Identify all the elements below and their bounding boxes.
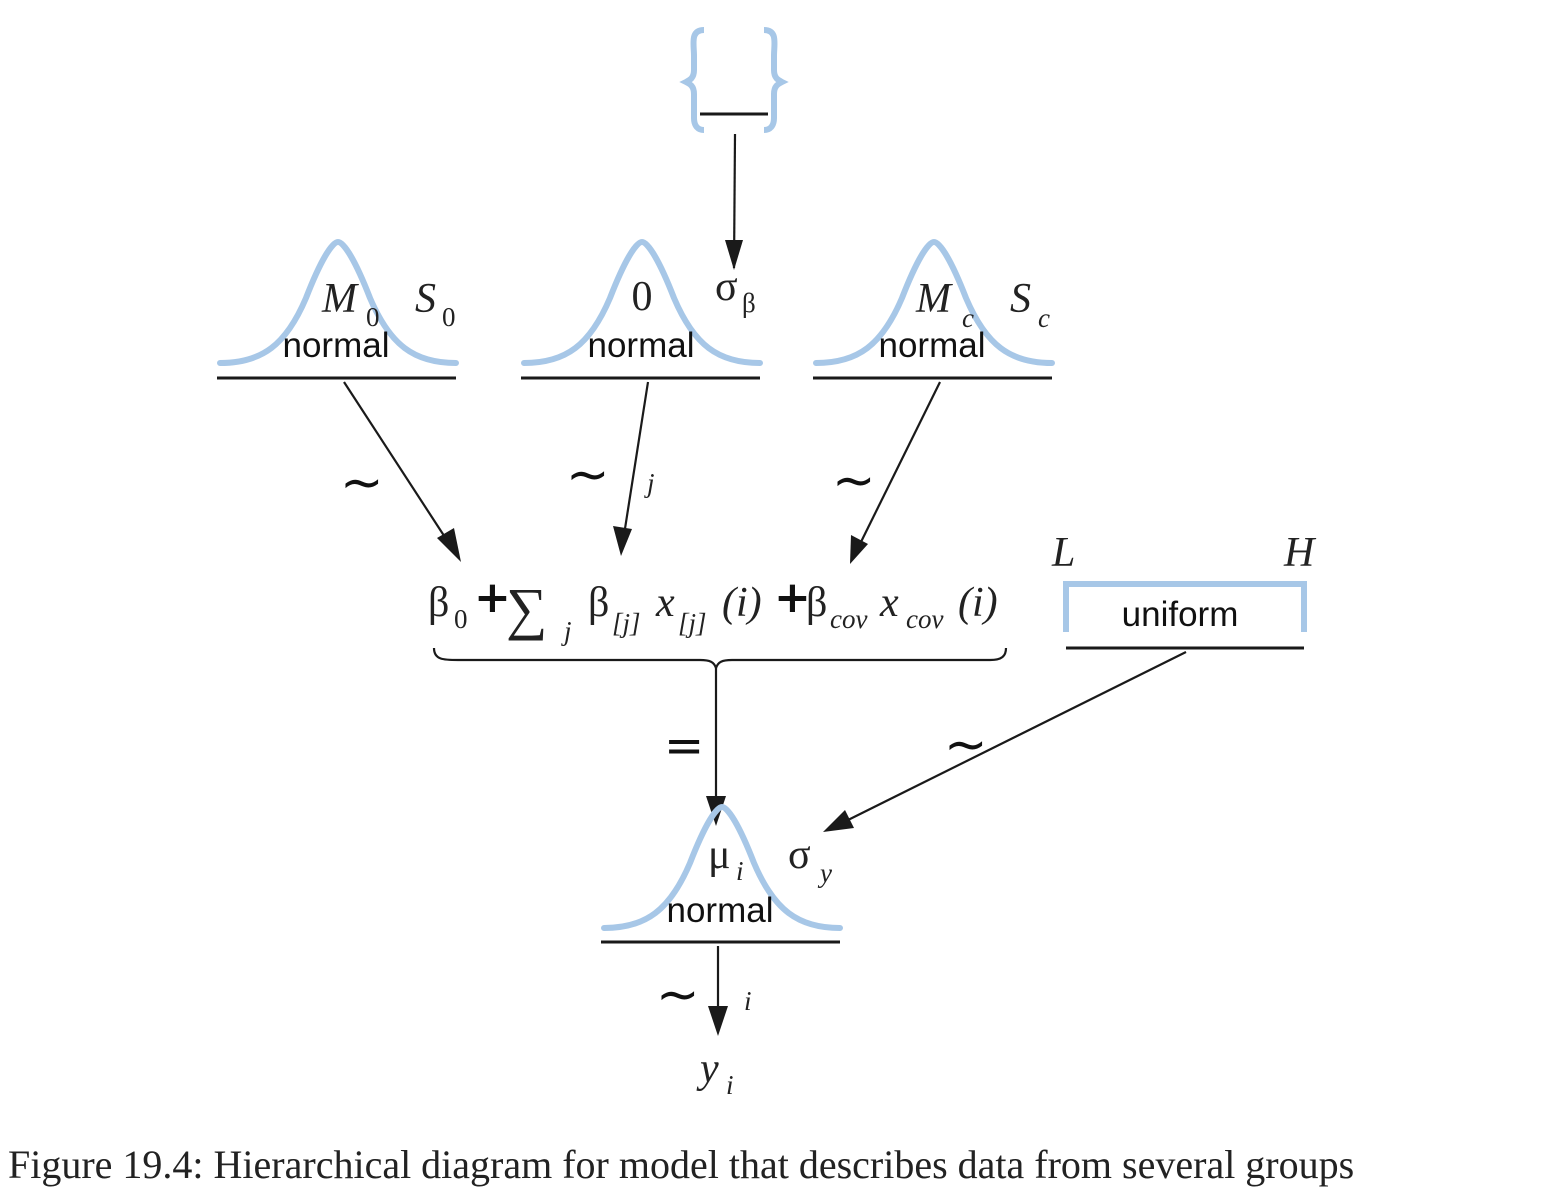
edge-nc-to-formula — [857, 381, 941, 549]
param-sd-sub: 0 — [442, 302, 456, 332]
edge-symbol: ~ — [566, 445, 610, 505]
edge-n0-to-formula — [343, 381, 453, 549]
beta0-sub: 0 — [454, 604, 468, 634]
param-sd: S — [415, 276, 436, 322]
sum-sub: j — [561, 616, 572, 646]
edge-index: j — [644, 468, 655, 498]
param-high: H — [1283, 530, 1317, 576]
param-sd: σ — [788, 832, 811, 878]
sum-icon: ∑ — [506, 576, 547, 641]
edge-uniform-to-likelihood — [843, 651, 1187, 823]
param-mean: M — [321, 276, 359, 322]
plus: + — [474, 572, 511, 623]
param-mean-sub: c — [962, 303, 974, 333]
betacov-sub: cov — [830, 604, 867, 634]
under-brace-icon — [432, 647, 1008, 672]
arrowhead — [725, 240, 743, 270]
normal-curve-icon — [813, 239, 1055, 366]
param-sd: σ — [715, 264, 738, 310]
xcov: x — [879, 580, 899, 626]
betacov: β — [806, 580, 827, 626]
param-mean: 0 — [632, 274, 653, 320]
param-sd-sub: c — [1038, 303, 1050, 333]
linear-predictor-formula: β 0 + ∑ j β [j] x [j] (i) + β cov x cov … — [428, 572, 998, 646]
edge-index: i — [744, 986, 752, 1016]
dist-label: normal — [879, 326, 986, 365]
param-mean-sub: 0 — [366, 302, 380, 332]
arrowhead — [823, 810, 854, 832]
node-uniform-sigma-prior: uniform L H — [1051, 530, 1317, 650]
betaj-sub: [j] — [612, 608, 641, 638]
dist-label: normal — [667, 891, 774, 930]
top-bracket-node — [679, 27, 789, 133]
arrowhead — [850, 535, 868, 564]
xj: x — [655, 580, 675, 626]
node-normal-beta0-prior: normal M 0 S 0 — [217, 239, 459, 380]
node-normal-betaj-prior: normal 0 σ β — [521, 239, 763, 380]
dist-label: normal — [588, 326, 695, 365]
xcov-sub: cov — [906, 604, 943, 634]
node-normal-likelihood: normal μ i σ y — [601, 804, 843, 944]
edge-symbol: = — [664, 718, 704, 774]
data-node-y: y — [696, 1046, 719, 1092]
dist-label: normal — [283, 326, 390, 365]
right-curly-bracket-icon — [763, 27, 789, 133]
normal-curve-icon — [217, 239, 459, 366]
data-node-sub: i — [726, 1070, 734, 1100]
arrowhead — [708, 1006, 728, 1036]
param-mean-sub: i — [736, 856, 744, 886]
figure-caption: Figure 19.4: Hierarchical diagram for mo… — [8, 1142, 1354, 1187]
edge-symbol: ~ — [340, 453, 384, 513]
arrowhead — [437, 528, 461, 562]
edge-symbol: ~ — [944, 715, 988, 775]
arg: (i) — [958, 580, 998, 626]
param-sd-sub: y — [817, 858, 832, 888]
normal-curve-icon — [601, 804, 843, 931]
node-normal-betacov-prior: normal M c S c — [813, 239, 1055, 380]
normal-curve-icon — [521, 239, 763, 366]
plus: + — [774, 572, 811, 623]
param-mean: M — [915, 276, 953, 322]
betaj: β — [588, 580, 609, 626]
dist-label: uniform — [1122, 595, 1239, 634]
xj-sub: [j] — [678, 608, 707, 638]
param-sd: S — [1010, 276, 1031, 322]
param-mean: μ — [708, 832, 731, 878]
param-low: L — [1051, 530, 1075, 576]
arrowhead — [613, 526, 632, 556]
beta0: β — [428, 580, 449, 626]
edge-nb-to-formula — [622, 381, 650, 536]
arg: (i) — [722, 580, 762, 626]
left-curly-bracket-icon — [679, 27, 705, 133]
edge-symbol: ~ — [832, 451, 876, 511]
edge-symbol: ~ — [656, 965, 700, 1025]
param-sd-sub: β — [742, 288, 756, 318]
uniform-box-icon — [1063, 581, 1307, 632]
